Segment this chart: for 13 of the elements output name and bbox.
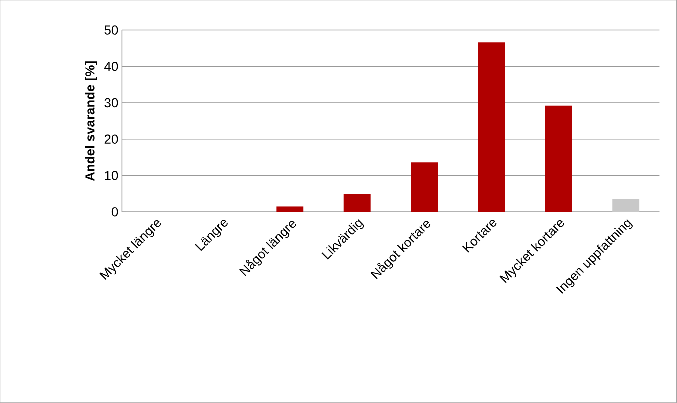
- y-tick-label: 0: [112, 207, 118, 217]
- y-tick-label: 40: [104, 62, 118, 72]
- bar: [545, 106, 572, 212]
- y-tick-label: 30: [104, 98, 118, 108]
- y-tick-label: 20: [104, 134, 118, 144]
- bar: [344, 194, 371, 212]
- bar: [276, 206, 304, 212]
- bar: [411, 162, 438, 212]
- bar: [478, 42, 506, 212]
- y-tick-label: 50: [104, 26, 118, 35]
- bar: [612, 199, 640, 212]
- y-tick-label: 10: [105, 171, 118, 180]
- y-axis-title: Andel svarande [%]: [85, 62, 98, 182]
